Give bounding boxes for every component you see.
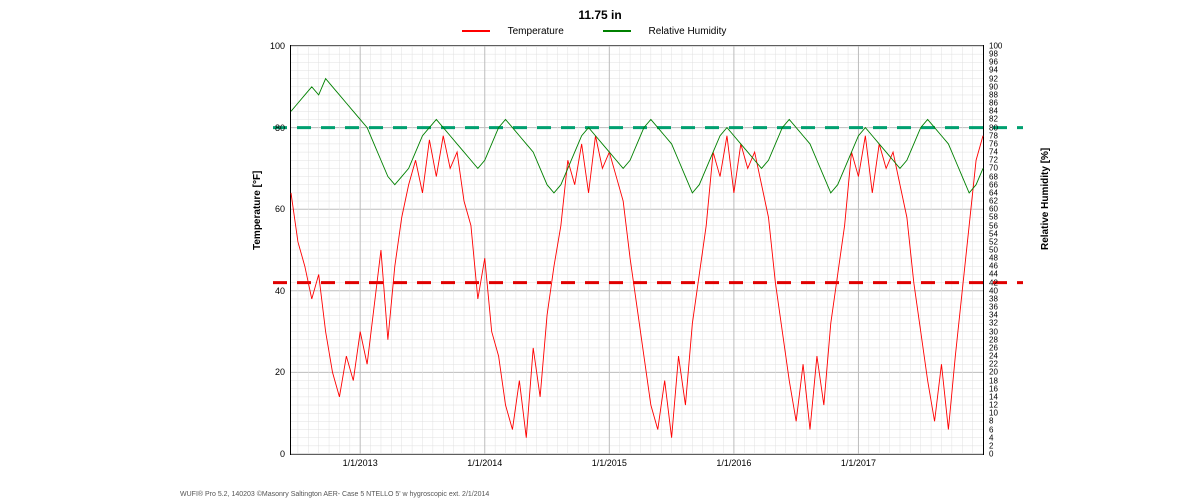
- ytick-right: 70: [983, 164, 998, 173]
- ytick-right: 96: [983, 58, 998, 67]
- ytick-right: 100: [983, 42, 1002, 51]
- ytick-right: 48: [983, 254, 998, 263]
- ytick-right: 88: [983, 90, 998, 99]
- ytick-right: 42: [983, 278, 998, 287]
- ytick-right: 20: [983, 368, 998, 377]
- xtick: 1/1/2016: [716, 454, 751, 468]
- ytick-right: 34: [983, 311, 998, 320]
- ytick-right: 72: [983, 156, 998, 165]
- legend-swatch-temperature: [462, 30, 490, 32]
- ytick-right: 0: [983, 450, 993, 459]
- plot-area: 0204060801000246810121416182022242628303…: [290, 45, 984, 455]
- xtick: 1/1/2014: [467, 454, 502, 468]
- xtick: 1/1/2013: [343, 454, 378, 468]
- ytick-right: 66: [983, 180, 998, 189]
- legend-label-humidity: Relative Humidity: [649, 26, 727, 37]
- chart-page: { "chart": { "type": "line", "title": "1…: [0, 0, 1200, 500]
- ytick-right: 14: [983, 392, 998, 401]
- y-axis-left-label: Temperature [°F]: [252, 171, 263, 250]
- ytick-right: 68: [983, 172, 998, 181]
- ytick-right: 80: [983, 123, 998, 132]
- ytick-right: 10: [983, 409, 998, 418]
- ytick-left: 0: [280, 449, 291, 459]
- legend-swatch-humidity: [603, 30, 631, 32]
- plot-svg: [291, 46, 983, 454]
- ytick-right: 56: [983, 221, 998, 230]
- ytick-right: 8: [983, 417, 993, 426]
- ytick-right: 82: [983, 115, 998, 124]
- ytick-right: 52: [983, 237, 998, 246]
- footer-note: WUFI® Pro 5.2, 140203 ©Masonry Saltingto…: [180, 491, 489, 498]
- ytick-right: 62: [983, 197, 998, 206]
- ytick-right: 44: [983, 270, 998, 279]
- ytick-right: 24: [983, 352, 998, 361]
- ytick-left: 80: [275, 123, 291, 133]
- ytick-right: 28: [983, 335, 998, 344]
- xtick: 1/1/2015: [592, 454, 627, 468]
- ytick-right: 30: [983, 327, 998, 336]
- xtick: 1/1/2017: [841, 454, 876, 468]
- legend-item-humidity: Relative Humidity: [603, 26, 739, 37]
- ytick-right: 26: [983, 343, 998, 352]
- ytick-right: 18: [983, 376, 998, 385]
- ytick-left: 60: [275, 204, 291, 214]
- ytick-right: 6: [983, 425, 993, 434]
- ytick-right: 60: [983, 205, 998, 214]
- ytick-right: 50: [983, 246, 998, 255]
- ytick-right: 36: [983, 303, 998, 312]
- ytick-right: 98: [983, 50, 998, 59]
- ytick-right: 84: [983, 107, 998, 116]
- ytick-right: 54: [983, 229, 998, 238]
- ytick-right: 86: [983, 99, 998, 108]
- chart-legend: Temperature Relative Humidity: [0, 24, 1200, 37]
- ytick-right: 38: [983, 294, 998, 303]
- ytick-right: 12: [983, 401, 998, 410]
- ytick-left: 100: [270, 41, 291, 51]
- ytick-right: 32: [983, 319, 998, 328]
- ytick-right: 64: [983, 188, 998, 197]
- ytick-right: 2: [983, 441, 993, 450]
- legend-label-temperature: Temperature: [508, 26, 564, 37]
- ytick-right: 4: [983, 433, 993, 442]
- ytick-right: 90: [983, 82, 998, 91]
- ytick-right: 16: [983, 384, 998, 393]
- ytick-right: 40: [983, 286, 998, 295]
- y-axis-right-label: Relative Humidity [%]: [1040, 148, 1051, 250]
- ytick-right: 78: [983, 131, 998, 140]
- ytick-right: 74: [983, 148, 998, 157]
- ytick-left: 20: [275, 367, 291, 377]
- ytick-right: 92: [983, 74, 998, 83]
- ytick-left: 40: [275, 286, 291, 296]
- ytick-right: 46: [983, 262, 998, 271]
- ytick-right: 58: [983, 213, 998, 222]
- ytick-right: 94: [983, 66, 998, 75]
- ytick-right: 22: [983, 360, 998, 369]
- legend-item-temperature: Temperature: [462, 26, 576, 37]
- chart-title: 11.75 in: [0, 8, 1200, 22]
- ytick-right: 76: [983, 139, 998, 148]
